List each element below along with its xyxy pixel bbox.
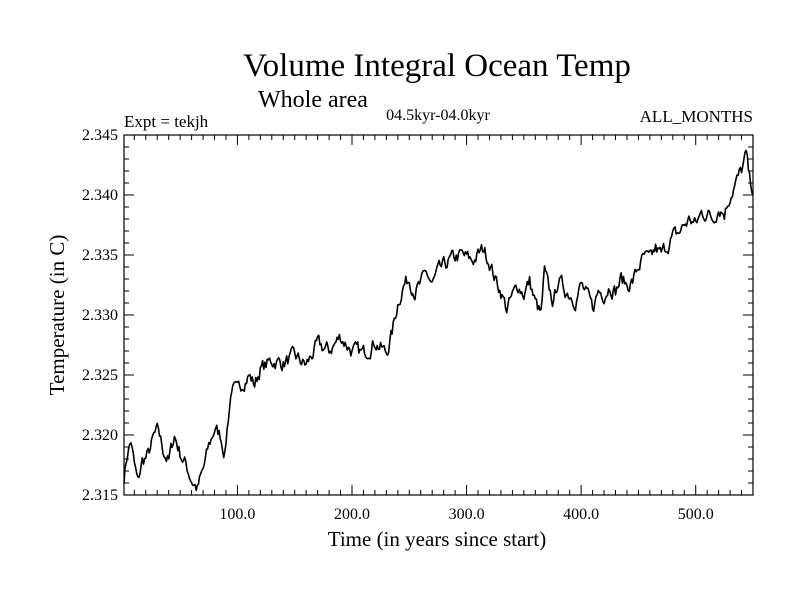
experiment-label: Expt = tekjh [124, 112, 209, 131]
y-tick-label: 2.340 [82, 187, 118, 204]
period-label: 04.5kyr-04.0kyr [386, 107, 490, 124]
y-axis: 2.315 2.320 2.325 2.330 2.335 2.340 2.345 [82, 127, 753, 504]
months-label: ALL_MONTHS [640, 107, 753, 126]
x-tick-label: 200.0 [334, 506, 370, 523]
chart-subtitle: Whole area [258, 87, 368, 113]
x-tick-label: 400.0 [563, 506, 599, 523]
chart-title: Volume Integral Ocean Temp [243, 48, 631, 84]
x-axis-label: Time (in years since start) [328, 527, 547, 551]
y-tick-label: 2.330 [82, 307, 118, 324]
x-tick-label: 100.0 [219, 506, 255, 523]
x-tick-label: 500.0 [678, 506, 714, 523]
y-axis-label: Temperature (in C) [45, 235, 69, 396]
y-tick-label: 2.315 [82, 487, 118, 504]
x-axis: 100.0 200.0 300.0 400.0 500.0 [133, 135, 743, 523]
x-tick-label: 300.0 [449, 506, 485, 523]
y-tick-label: 2.320 [82, 427, 118, 444]
y-tick-label: 2.345 [82, 127, 118, 144]
plot-frame [123, 134, 754, 496]
y-tick-label: 2.325 [82, 367, 118, 384]
temperature-series-line [123, 149, 754, 492]
y-tick-label: 2.335 [82, 247, 118, 264]
